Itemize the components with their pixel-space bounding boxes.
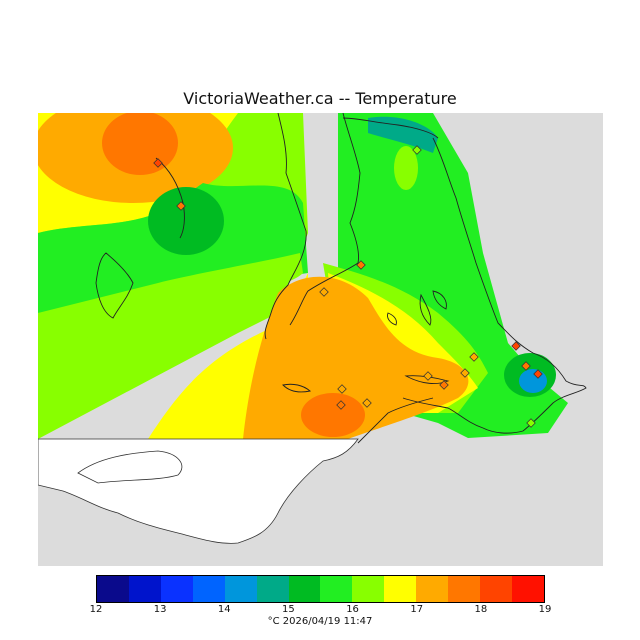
station-marker	[362, 398, 372, 408]
legend-ticks: 12 13 14 15 16 17 18 19	[90, 604, 552, 618]
station-marker	[460, 368, 470, 378]
legend-swatch	[511, 576, 544, 602]
legend-swatch	[192, 576, 225, 602]
legend-swatch	[352, 576, 385, 602]
station-marker	[337, 384, 347, 394]
station-marker	[526, 418, 536, 428]
station-marker	[469, 352, 479, 362]
station-marker	[423, 371, 433, 381]
station-marker	[336, 400, 346, 410]
temperature-field-west	[38, 113, 308, 439]
station-marker	[511, 341, 521, 351]
coastlines	[95, 113, 587, 444]
legend-swatch	[480, 576, 512, 602]
station-marker	[153, 158, 163, 168]
legend-swatch	[128, 576, 161, 602]
temperature-map	[38, 113, 603, 566]
legend-tick-label: 15	[282, 604, 295, 615]
station-marker	[176, 201, 186, 211]
station-markers	[153, 145, 543, 428]
station-marker	[521, 361, 531, 371]
legend-swatch	[224, 576, 257, 602]
station-marker	[439, 380, 449, 390]
temperature-field-central	[243, 276, 469, 439]
legend-swatch	[160, 576, 193, 602]
legend-tick-label: 18	[474, 604, 488, 615]
legend-swatch	[320, 576, 353, 602]
legend-bar	[96, 575, 545, 603]
legend-tick-label: 19	[538, 604, 552, 615]
map-title: VictoriaWeather.ca -- Temperature	[183, 89, 457, 108]
legend-swatch	[288, 576, 321, 602]
legend-swatch	[97, 576, 129, 602]
station-marker	[356, 260, 366, 270]
station-marker	[319, 287, 329, 297]
color-legend	[96, 575, 549, 607]
legend-swatch	[416, 576, 449, 602]
legend-swatch	[256, 576, 289, 602]
station-marker	[533, 369, 543, 379]
map-footer: °C 2026/04/19 11:47	[267, 616, 373, 627]
legend-tick-label: 17	[410, 604, 424, 615]
legend-swatch	[384, 576, 417, 602]
legend-tick-label: 16	[346, 604, 359, 615]
station-marker	[412, 145, 422, 155]
legend-tick-label: 12	[89, 604, 103, 615]
legend-tick-label: 13	[153, 604, 167, 615]
landmass-south-island	[77, 450, 183, 484]
legend-swatch	[448, 576, 481, 602]
legend-tick-label: 14	[217, 604, 231, 615]
